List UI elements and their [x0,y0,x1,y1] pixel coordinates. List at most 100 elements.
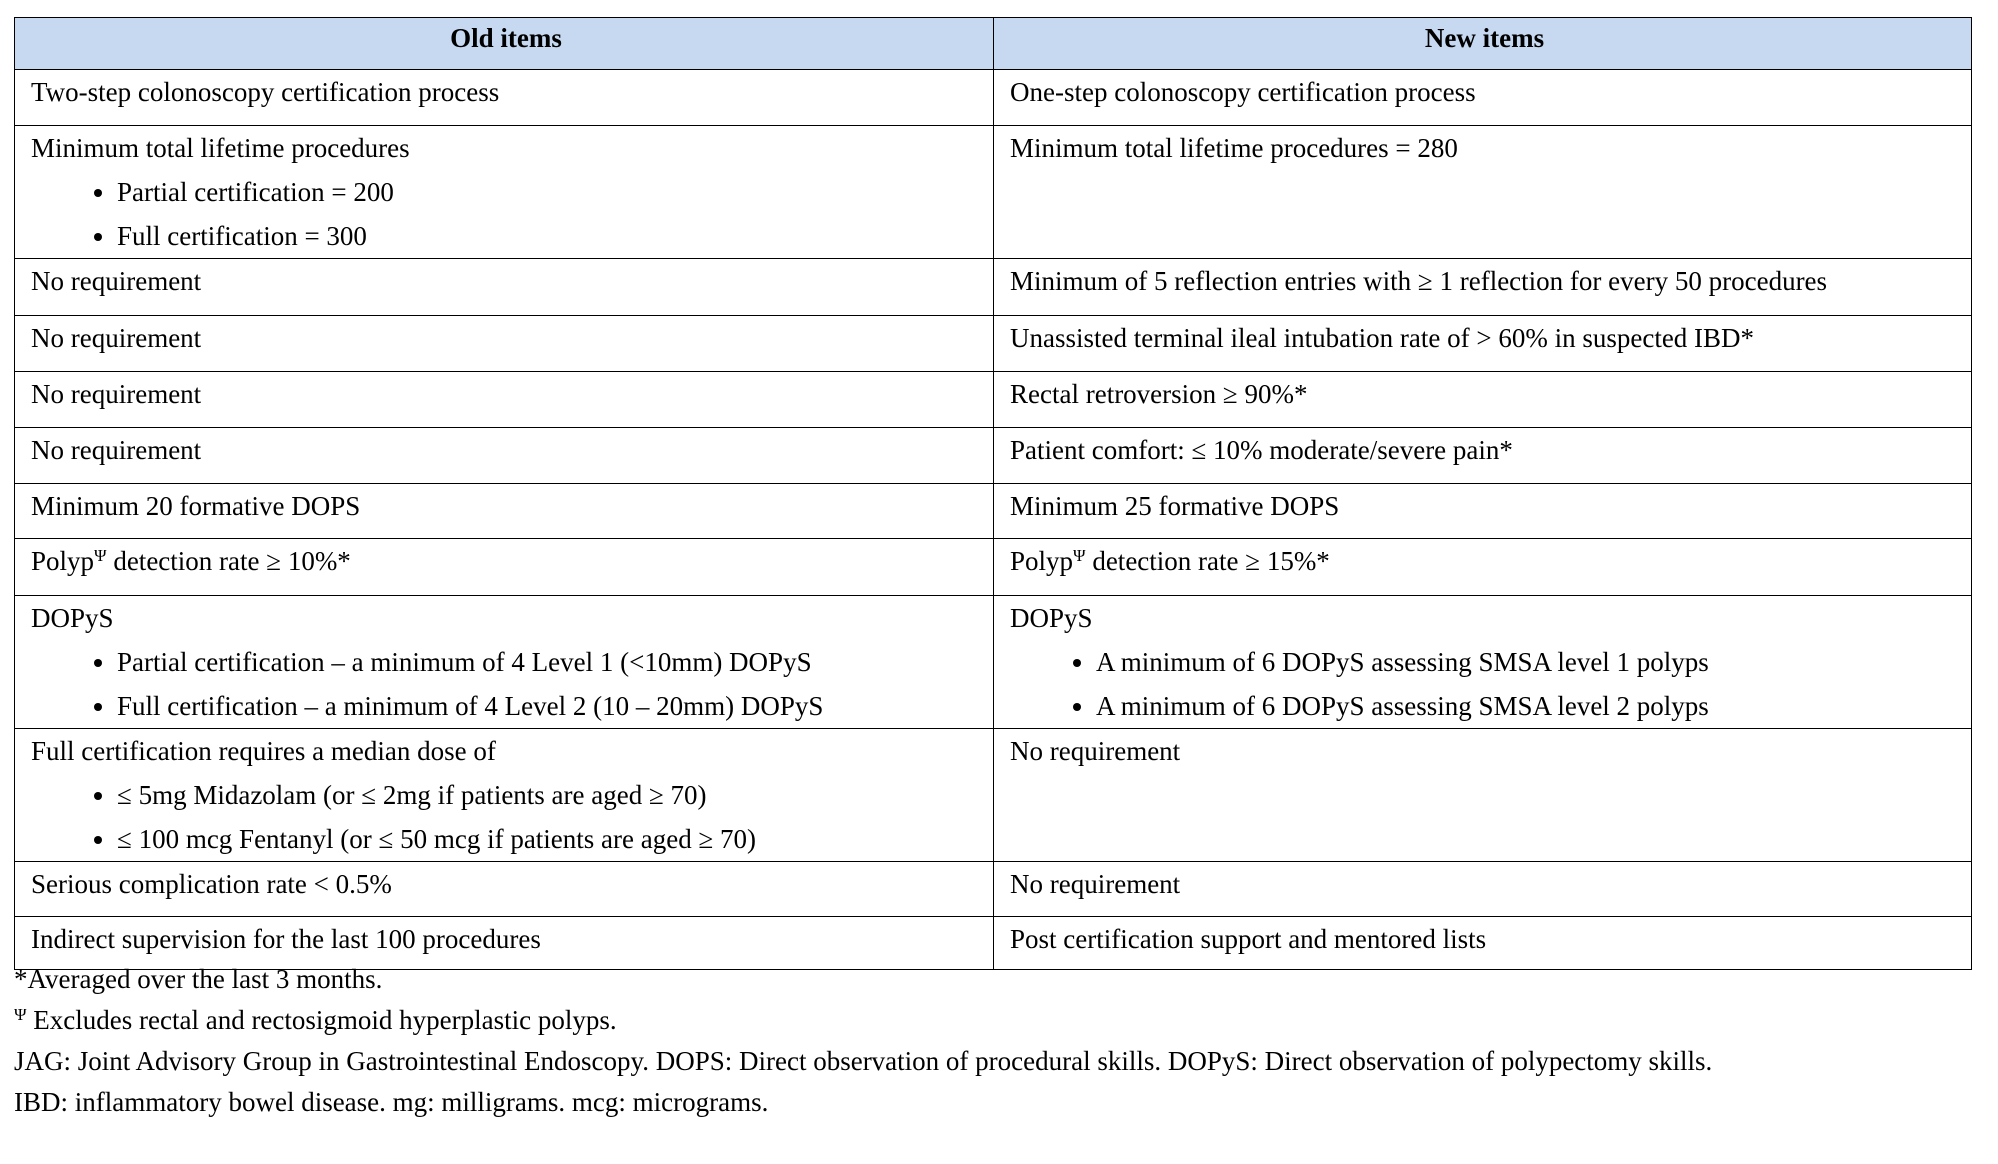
table-cell: PolypΨ detection rate ≥ 15%* [993,538,1972,596]
cell-text: *Averaged over the last 3 months. [14,964,383,994]
footnote: JAG: Joint Advisory Group in Gastrointes… [14,1041,1712,1082]
table-row: No requirement Minimum of 5 reflection en… [14,258,1972,316]
bullet-item: A minimum of 6 DOPyS assessing SMSA leve… [1096,640,1959,684]
table-cell: Minimum 25 formative DOPS [993,483,1972,539]
cell-text: detection rate ≥ 15%* [1085,546,1330,576]
table-row: Full certification requires a median dos… [14,728,1972,862]
table-row: PolypΨ detection rate ≥ 10%* PolypΨ detec… [14,538,1972,596]
bullet-list: Partial certification = 200Full certific… [31,170,981,258]
cell-line: Minimum total lifetime procedures = 280 [1010,126,1959,170]
cell-line: No requirement [31,316,981,360]
cell-text: detection rate ≥ 10%* [106,546,351,576]
table-cell: PolypΨ detection rate ≥ 10%* [14,538,994,596]
table-cell: DOPySPartial certification – a minimum o… [14,595,994,729]
table-cell: DOPySA minimum of 6 DOPyS assessing SMSA… [993,595,1972,729]
table-cell: Minimum 20 formative DOPS [14,483,994,539]
cell-text: Full certification requires a median dos… [31,736,496,766]
cell-text: Minimum 20 formative DOPS [31,491,361,521]
table-cell: Two-step colonoscopy certification proce… [14,69,994,126]
cell-text: One-step colonoscopy certification proce… [1010,77,1476,107]
cell-text: Excludes rectal and rectosigmoid hyperpl… [26,1005,617,1035]
table-row: Indirect supervision for the last 100 pr… [14,916,1972,970]
table-row: No requirement Unassisted terminal ileal … [14,315,1972,372]
footnote: Ψ Excludes rectal and rectosigmoid hyper… [14,1000,1712,1041]
cell-line: One-step colonoscopy certification proce… [1010,70,1959,114]
cell-text: DOPyS [31,603,114,633]
bullet-list: A minimum of 6 DOPyS assessing SMSA leve… [1010,640,1959,728]
cell-line: Post certification support and mentored … [1010,917,1959,961]
cell-line: Rectal retroversion ≥ 90%* [1010,372,1959,416]
cell-text: No requirement [1010,869,1181,899]
superscript: Ψ [1073,546,1086,565]
cell-line: Indirect supervision for the last 100 pr… [31,917,981,961]
table-cell: Serious complication rate < 0.5% [14,861,994,917]
cell-text: DOPyS [1010,603,1093,633]
cell-line: Minimum of 5 reflection entries with ≥ 1… [1010,259,1959,303]
table-row: DOPySPartial certification – a minimum o… [14,595,1972,729]
cell-text: JAG: Joint Advisory Group in Gastrointes… [14,1046,1713,1076]
table-cell: No requirement [14,371,994,428]
table-cell: Minimum of 5 reflection entries with ≥ 1… [993,258,1972,316]
table-cell: No requirement [14,315,994,372]
cell-line: Unassisted terminal ileal intubation rat… [1010,316,1959,360]
cell-line: Serious complication rate < 0.5% [31,862,981,906]
cell-line: No requirement [31,428,981,472]
bullet-list: ≤ 5mg Midazolam (or ≤ 2mg if patients ar… [31,773,981,861]
bullet-item: ≤ 100 mcg Fentanyl (or ≤ 50 mcg if patie… [117,817,981,861]
table-row: Minimum 20 formative DOPS Minimum 25 form… [14,483,1972,539]
table-cell: No requirement [993,861,1972,917]
table-cell: One-step colonoscopy certification proce… [993,69,1972,126]
cell-text: IBD: inflammatory bowel disease. mg: mil… [14,1087,769,1117]
cell-text: No requirement [31,379,202,409]
table-cell: Full certification requires a median dos… [14,728,994,862]
cell-text: No requirement [31,266,202,296]
cell-text: Serious complication rate < 0.5% [31,869,392,899]
cell-text: Two-step colonoscopy certification proce… [31,77,500,107]
cell-line: No requirement [1010,862,1959,906]
cell-line: PolypΨ detection rate ≥ 10%* [31,539,981,583]
cell-text: Unassisted terminal ileal intubation rat… [1010,323,1755,353]
superscript: Ψ [14,1005,27,1024]
table-row: Minimum total lifetime procedures Partial… [14,125,1972,259]
table-cell: Minimum total lifetime procedures Partial… [14,125,994,259]
superscript: Ψ [94,546,107,565]
cell-text: Polyp [1010,546,1074,576]
cell-line: Minimum 20 formative DOPS [31,484,981,528]
cell-text: Rectal retroversion ≥ 90%* [1010,379,1308,409]
cell-text: Polyp [31,546,95,576]
bullet-item: Full certification = 300 [117,214,981,258]
comparison-table: Old items New items Two-step colonoscopy… [14,17,1972,970]
cell-text: Indirect supervision for the last 100 pr… [31,924,541,954]
bullet-item: ≤ 5mg Midazolam (or ≤ 2mg if patients ar… [117,773,981,817]
bullet-item: Full certification – a minimum of 4 Leve… [117,684,981,728]
table-cell: Unassisted terminal ileal intubation rat… [993,315,1972,372]
table-cell: Minimum total lifetime procedures = 280 [993,125,1972,259]
table-cell: No requirement [14,258,994,316]
cell-text: No requirement [1010,736,1181,766]
table-row: Serious complication rate < 0.5% No requi… [14,861,1972,917]
cell-line: Two-step colonoscopy certification proce… [31,70,981,114]
table-cell: Rectal retroversion ≥ 90%* [993,371,1972,428]
bullet-item: Partial certification = 200 [117,170,981,214]
footnotes: *Averaged over the last 3 months. Ψ Exclu… [14,959,1712,1123]
table-cell: No requirement [14,427,994,484]
cell-text: Minimum total lifetime procedures [31,133,410,163]
cell-text: Patient comfort: ≤ 10% moderate/severe p… [1010,435,1513,465]
cell-line: Minimum total lifetime procedures [31,126,981,170]
table-cell: Patient comfort: ≤ 10% moderate/severe p… [993,427,1972,484]
cell-text: No requirement [31,323,202,353]
header-cell: New items [993,17,1972,70]
cell-text: No requirement [31,435,202,465]
cell-text: Minimum of 5 reflection entries with ≥ 1… [1010,266,1828,296]
cell-text: Minimum total lifetime procedures = 280 [1010,133,1458,163]
table-row: No requirement Rectal retroversion ≥ 90%* [14,371,1972,428]
table-body: Two-step colonoscopy certification proce… [14,69,1972,970]
footnote: IBD: inflammatory bowel disease. mg: mil… [14,1082,1712,1123]
cell-line: No requirement [31,372,981,416]
cell-line: DOPyS [31,596,981,640]
table-row: No requirement Patient comfort: ≤ 10% mod… [14,427,1972,484]
cell-line: No requirement [31,259,981,303]
header-cell: Old items [14,17,994,70]
cell-text: Post certification support and mentored … [1010,924,1487,954]
